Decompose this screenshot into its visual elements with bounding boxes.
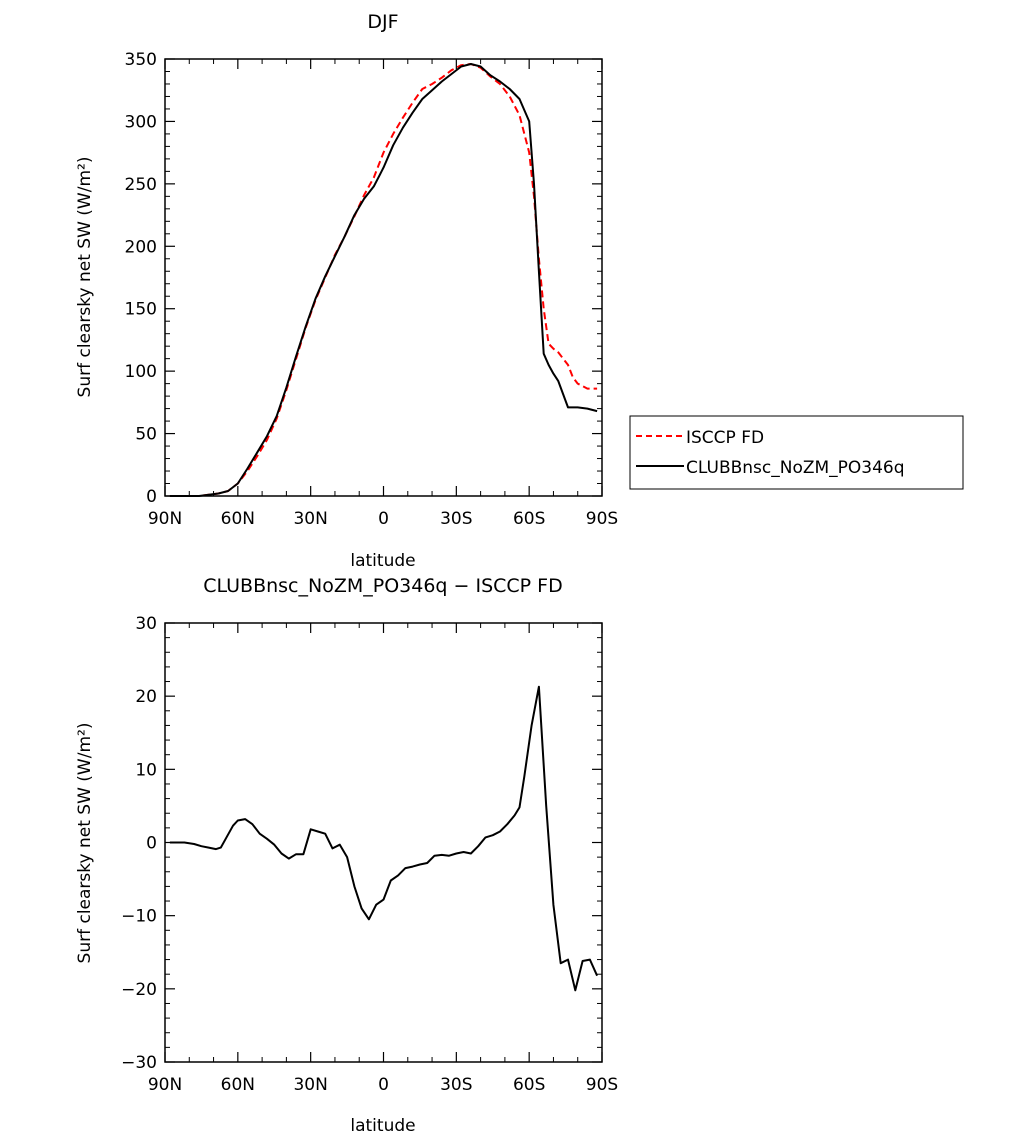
- legend-label-clubb: CLUBBnsc_NoZM_PO346q: [686, 458, 905, 478]
- x-tick-label: 30N: [293, 1075, 327, 1095]
- y-tick-label: 100: [125, 362, 157, 382]
- x-tick-label: 90N: [148, 1075, 182, 1095]
- chart-bottom-ticks: 90N 60N 30N 0 30S 60S 90S −30 −20 −10 0 10 20 30: [121, 614, 618, 1095]
- chart-bottom-series-line-0: [169, 685, 599, 992]
- chart-top-xlabel: latitude: [350, 551, 415, 571]
- chart-bottom-frame: [164, 622, 603, 1063]
- y-tick-label: 0: [146, 487, 157, 507]
- x-tick-label: 90S: [586, 1075, 618, 1095]
- chart-bottom-ylabel: Surf clearsky net SW (W/m²): [75, 723, 95, 964]
- chart-top-ylabel: Surf clearsky net SW (W/m²): [75, 157, 95, 398]
- y-tick-label: 0: [146, 834, 157, 854]
- x-tick-label: 0: [378, 509, 389, 529]
- x-tick-label: 90S: [586, 509, 618, 529]
- chart-top-series-line-1: [169, 63, 598, 497]
- chart-top-series-line-0: [169, 63, 598, 497]
- y-tick-label: 300: [125, 112, 157, 132]
- chart-bottom: CLUBBnsc_NoZM_PO346q − ISCCP FD 90N 60N 30…: [75, 575, 618, 1136]
- y-tick-label: −10: [121, 907, 157, 927]
- chart-top-frame: [164, 58, 603, 497]
- chart-bottom-xlabel: latitude: [350, 1116, 415, 1136]
- y-tick-label: 20: [135, 687, 157, 707]
- y-tick-label: −20: [121, 980, 157, 1000]
- chart-bottom-title: CLUBBnsc_NoZM_PO346q − ISCCP FD: [203, 575, 563, 597]
- y-tick-label: −30: [121, 1053, 157, 1073]
- y-tick-label: 10: [135, 760, 157, 780]
- x-tick-label: 30S: [440, 509, 472, 529]
- y-tick-label: 200: [125, 237, 157, 257]
- x-tick-label: 60S: [513, 509, 545, 529]
- x-tick-label: 60S: [513, 1075, 545, 1095]
- chart-top-ticks: 90N 60N 30N 0 30S 60S 90S 0 50 100 150 200 250 300 350: [125, 50, 619, 529]
- x-tick-label: 60N: [221, 1075, 255, 1095]
- x-tick-label: 0: [378, 1075, 389, 1095]
- y-tick-label: 50: [135, 425, 157, 445]
- x-tick-label: 60N: [221, 509, 255, 529]
- legend-box: [629, 415, 964, 490]
- y-tick-label: 30: [135, 614, 157, 634]
- y-tick-label: 350: [125, 50, 157, 70]
- chart-top: DJF 90N 60N 30N 0 30S 60S 90S 0 50 100 150 200 250 30…: [75, 11, 964, 571]
- x-tick-label: 90N: [148, 509, 182, 529]
- chart-bottom-series: [169, 685, 599, 992]
- y-tick-label: 150: [125, 300, 157, 320]
- chart-top-series: [169, 63, 598, 497]
- chart-top-title: DJF: [367, 11, 398, 33]
- y-tick-label: 250: [125, 175, 157, 195]
- legend-label-isccp: ISCCP FD: [686, 428, 764, 448]
- x-tick-label: 30N: [293, 509, 327, 529]
- x-tick-label: 30S: [440, 1075, 472, 1095]
- chart-top-legend: ISCCP FD CLUBBnsc_NoZM_PO346q: [629, 415, 964, 490]
